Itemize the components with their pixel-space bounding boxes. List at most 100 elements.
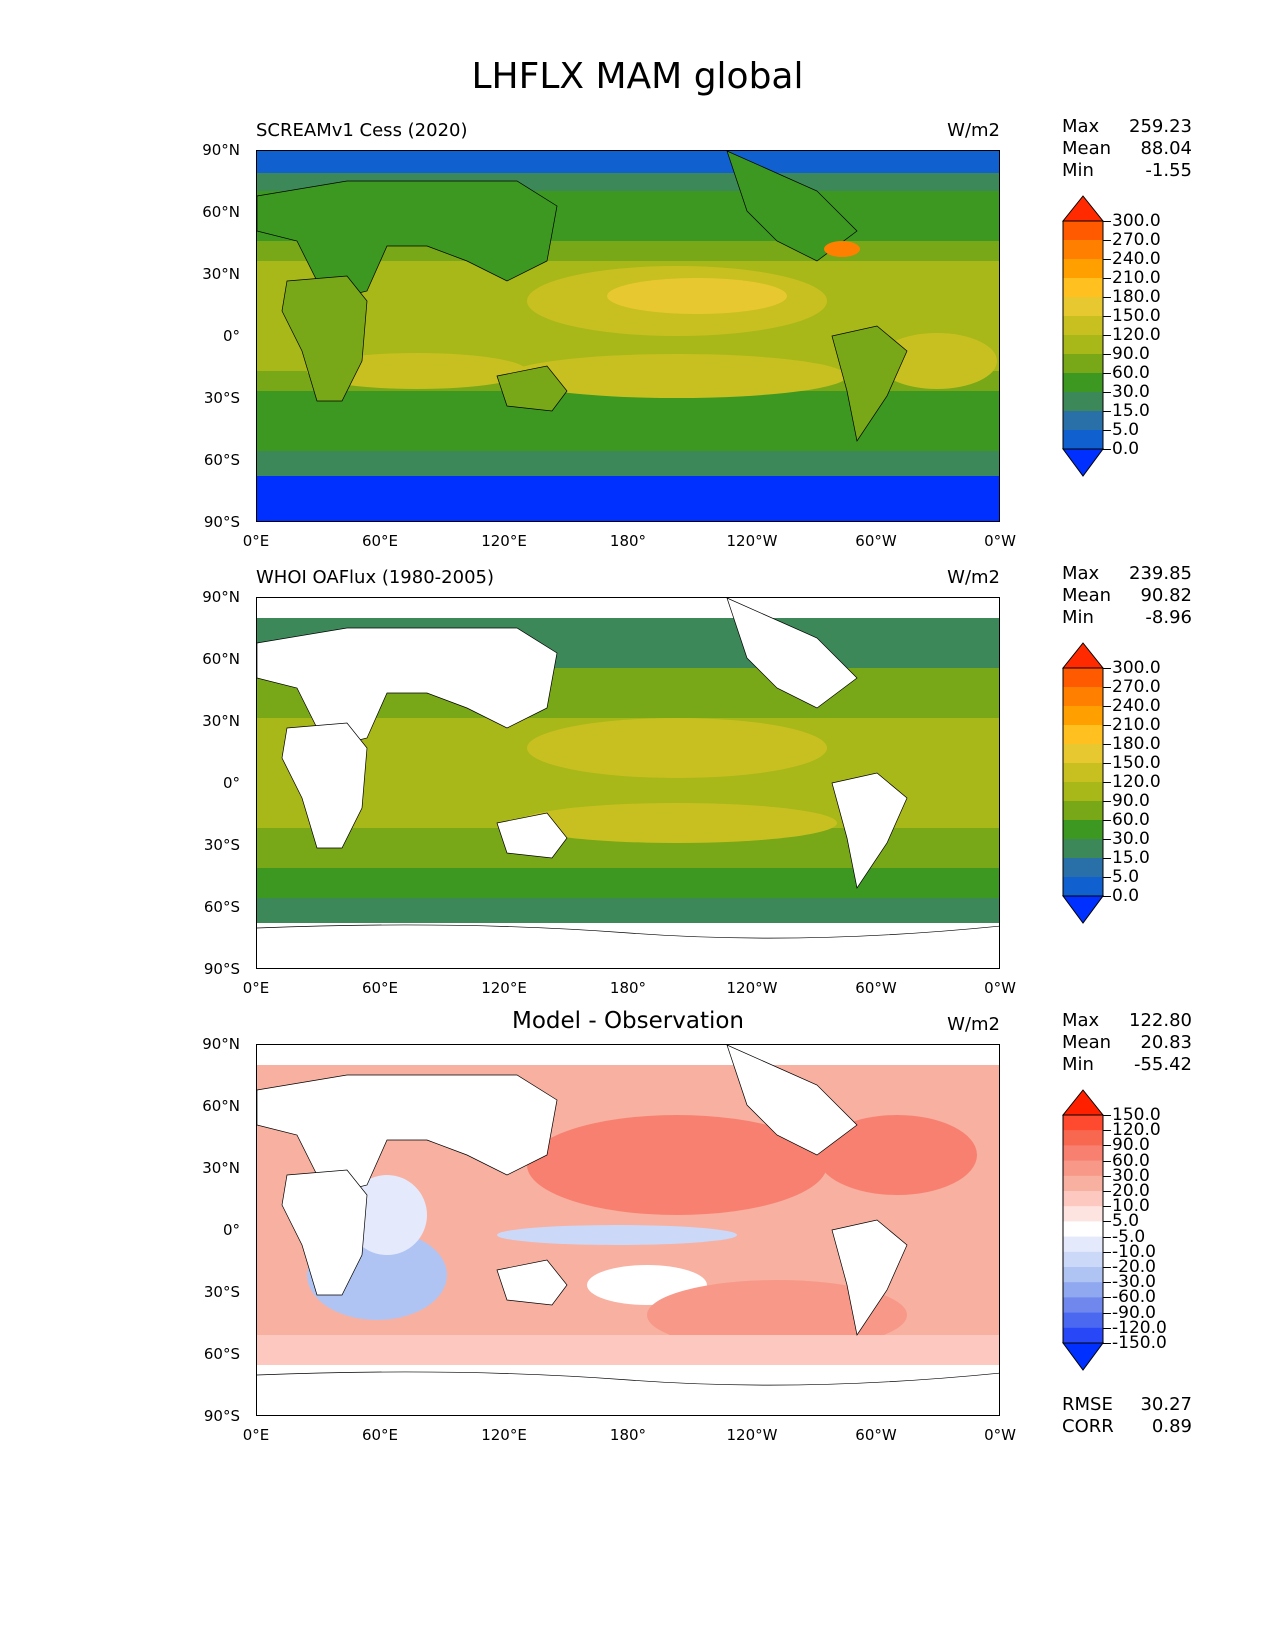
panel-title: SCREAMv1 Cess (2020) [256,120,468,141]
colorbar-segment [1063,744,1103,764]
stat-max-label: Max [1062,563,1100,584]
colorbar-extend-max [1062,1089,1104,1116]
lon-tick-label: 120°W [726,532,778,550]
lat-tick-label: 60°N [202,1097,240,1115]
colorbar-segment [1063,1115,1103,1131]
colorbar-segment [1063,782,1103,802]
colorbar-tick-label: 120.0 [1112,1120,1161,1141]
colorbar-tick [1103,449,1111,450]
colorbar-segment [1063,297,1103,317]
panel-title: Model - Observation [511,1008,745,1034]
colorbar-tick [1103,240,1111,241]
colorbar-tick [1103,1160,1111,1162]
colorbar-segment [1063,839,1103,859]
stat-min-label: Min [1062,1054,1094,1075]
colorbar-tick-label: 90.0 [1112,1135,1150,1156]
stat-max-label: Max [1062,1010,1100,1031]
colorbar-tick [1103,373,1111,374]
colorbar-tick [1103,706,1111,707]
colorbar-segment [1063,278,1103,298]
colorbar-tick-label: 150.0 [1112,753,1161,773]
colorbar-tick [1103,354,1111,355]
colorbar-tick-label: -120.0 [1112,1317,1167,1338]
units-label: W/m2 [947,567,1000,588]
colorbar-tick [1103,335,1111,336]
lon-tick-label: 0°W [984,1426,1016,1444]
lon-tick-label: 120°E [481,1426,527,1444]
colorbar-segment [1063,1175,1103,1192]
colorbar-tick [1103,1327,1111,1329]
corr-label: CORR [1062,1416,1114,1437]
stats-box: Max 122.80 Mean 20.83 Min -55.42 [1062,1010,1192,1076]
lat-tick-label: 60°S [203,898,240,916]
colorbar-tick [1103,411,1111,412]
colorbar-tick-label: 300.0 [1112,211,1161,231]
colorbar-tick [1103,1343,1111,1344]
stat-max: 239.85 [1129,563,1192,584]
colorbar-tick-label: 210.0 [1112,715,1161,735]
colorbar-tick [1103,820,1111,821]
colorbar-tick-label: 5.0 [1112,1211,1140,1232]
lon-tick-label: 60°E [361,532,399,550]
colorbar-tick-label: 180.0 [1112,734,1161,754]
colorbar-tick-label: 5.0 [1112,420,1140,440]
colorbar-segment [1063,1282,1103,1298]
colorbar-segment [1063,668,1103,688]
lat-tick-label: 90°S [203,960,240,978]
colorbar-extend-max [1062,642,1104,669]
panel-model: SCREAMv1 Cess (2020) W/m2 Max 259.23 Mean… [0,116,1275,590]
lon-tick-label: 120°W [726,979,778,997]
stat-mean-label: Mean [1062,585,1112,606]
colorbar-segment [1063,430,1103,450]
lon-tick-label: 0°E [242,1426,270,1444]
corr-value: 0.89 [1151,1416,1192,1437]
colorbar-tick-label: 20.0 [1112,1181,1150,1201]
lat-tick-label: 90°N [202,141,240,159]
colorbar-segment [1063,706,1103,726]
colorbar-segment [1063,1267,1103,1283]
stat-max-label: Max [1062,116,1100,137]
colorbar-tick-label: 270.0 [1112,677,1161,697]
lat-tick-label: 90°S [203,1407,240,1425]
map-field [256,150,1000,522]
units-label: W/m2 [947,1014,1000,1035]
colorbar-tick-label: 30.0 [1112,382,1150,402]
colorbar-tick [1103,1175,1111,1177]
colorbar-tick-label: 60.0 [1112,1150,1150,1171]
stat-max: 259.23 [1129,116,1192,137]
lon-tick-label: 180° [609,979,647,997]
colorbar-tick [1103,1312,1111,1314]
colorbar-segment [1063,411,1103,431]
colorbar-segment [1063,858,1103,878]
lat-tick-label: 60°N [202,203,240,221]
colorbar-segment [1063,1191,1103,1207]
stat-min-label: Min [1062,607,1094,628]
colorbar-tick [1103,259,1111,260]
lat-tick-label: 90°N [202,1035,240,1053]
colorbar-tick [1103,744,1111,745]
colorbar-tick [1103,1236,1111,1238]
colorbar-segment [1063,1221,1103,1238]
lat-tick-label: 60°S [203,451,240,469]
colorbar [1062,1089,1104,1371]
colorbar-tick [1103,221,1111,222]
stat-mean-label: Mean [1062,1032,1112,1053]
colorbar-tick [1103,1282,1111,1284]
colorbar-tick-label: 5.0 [1112,867,1140,887]
colorbar-tick [1103,316,1111,317]
colorbar-tick-label: 0.0 [1112,886,1140,906]
lat-tick-label: 30°N [202,1159,240,1177]
colorbar-tick [1103,297,1111,298]
stat-mean: 90.82 [1140,585,1192,606]
colorbar-tick [1103,687,1111,688]
colorbar-tick-label: 120.0 [1112,325,1161,345]
colorbar-extend-min [1062,448,1104,477]
colorbar-tick [1103,896,1111,897]
lon-tick-label: 60°E [361,979,399,997]
lat-tick-label: 90°N [202,588,240,606]
colorbar-segment [1063,687,1103,707]
colorbar-tick [1103,839,1111,840]
figure-title: LHFLX MAM global [471,56,804,97]
rmse-value: 30.27 [1140,1394,1192,1415]
colorbar-segment [1063,1145,1103,1162]
